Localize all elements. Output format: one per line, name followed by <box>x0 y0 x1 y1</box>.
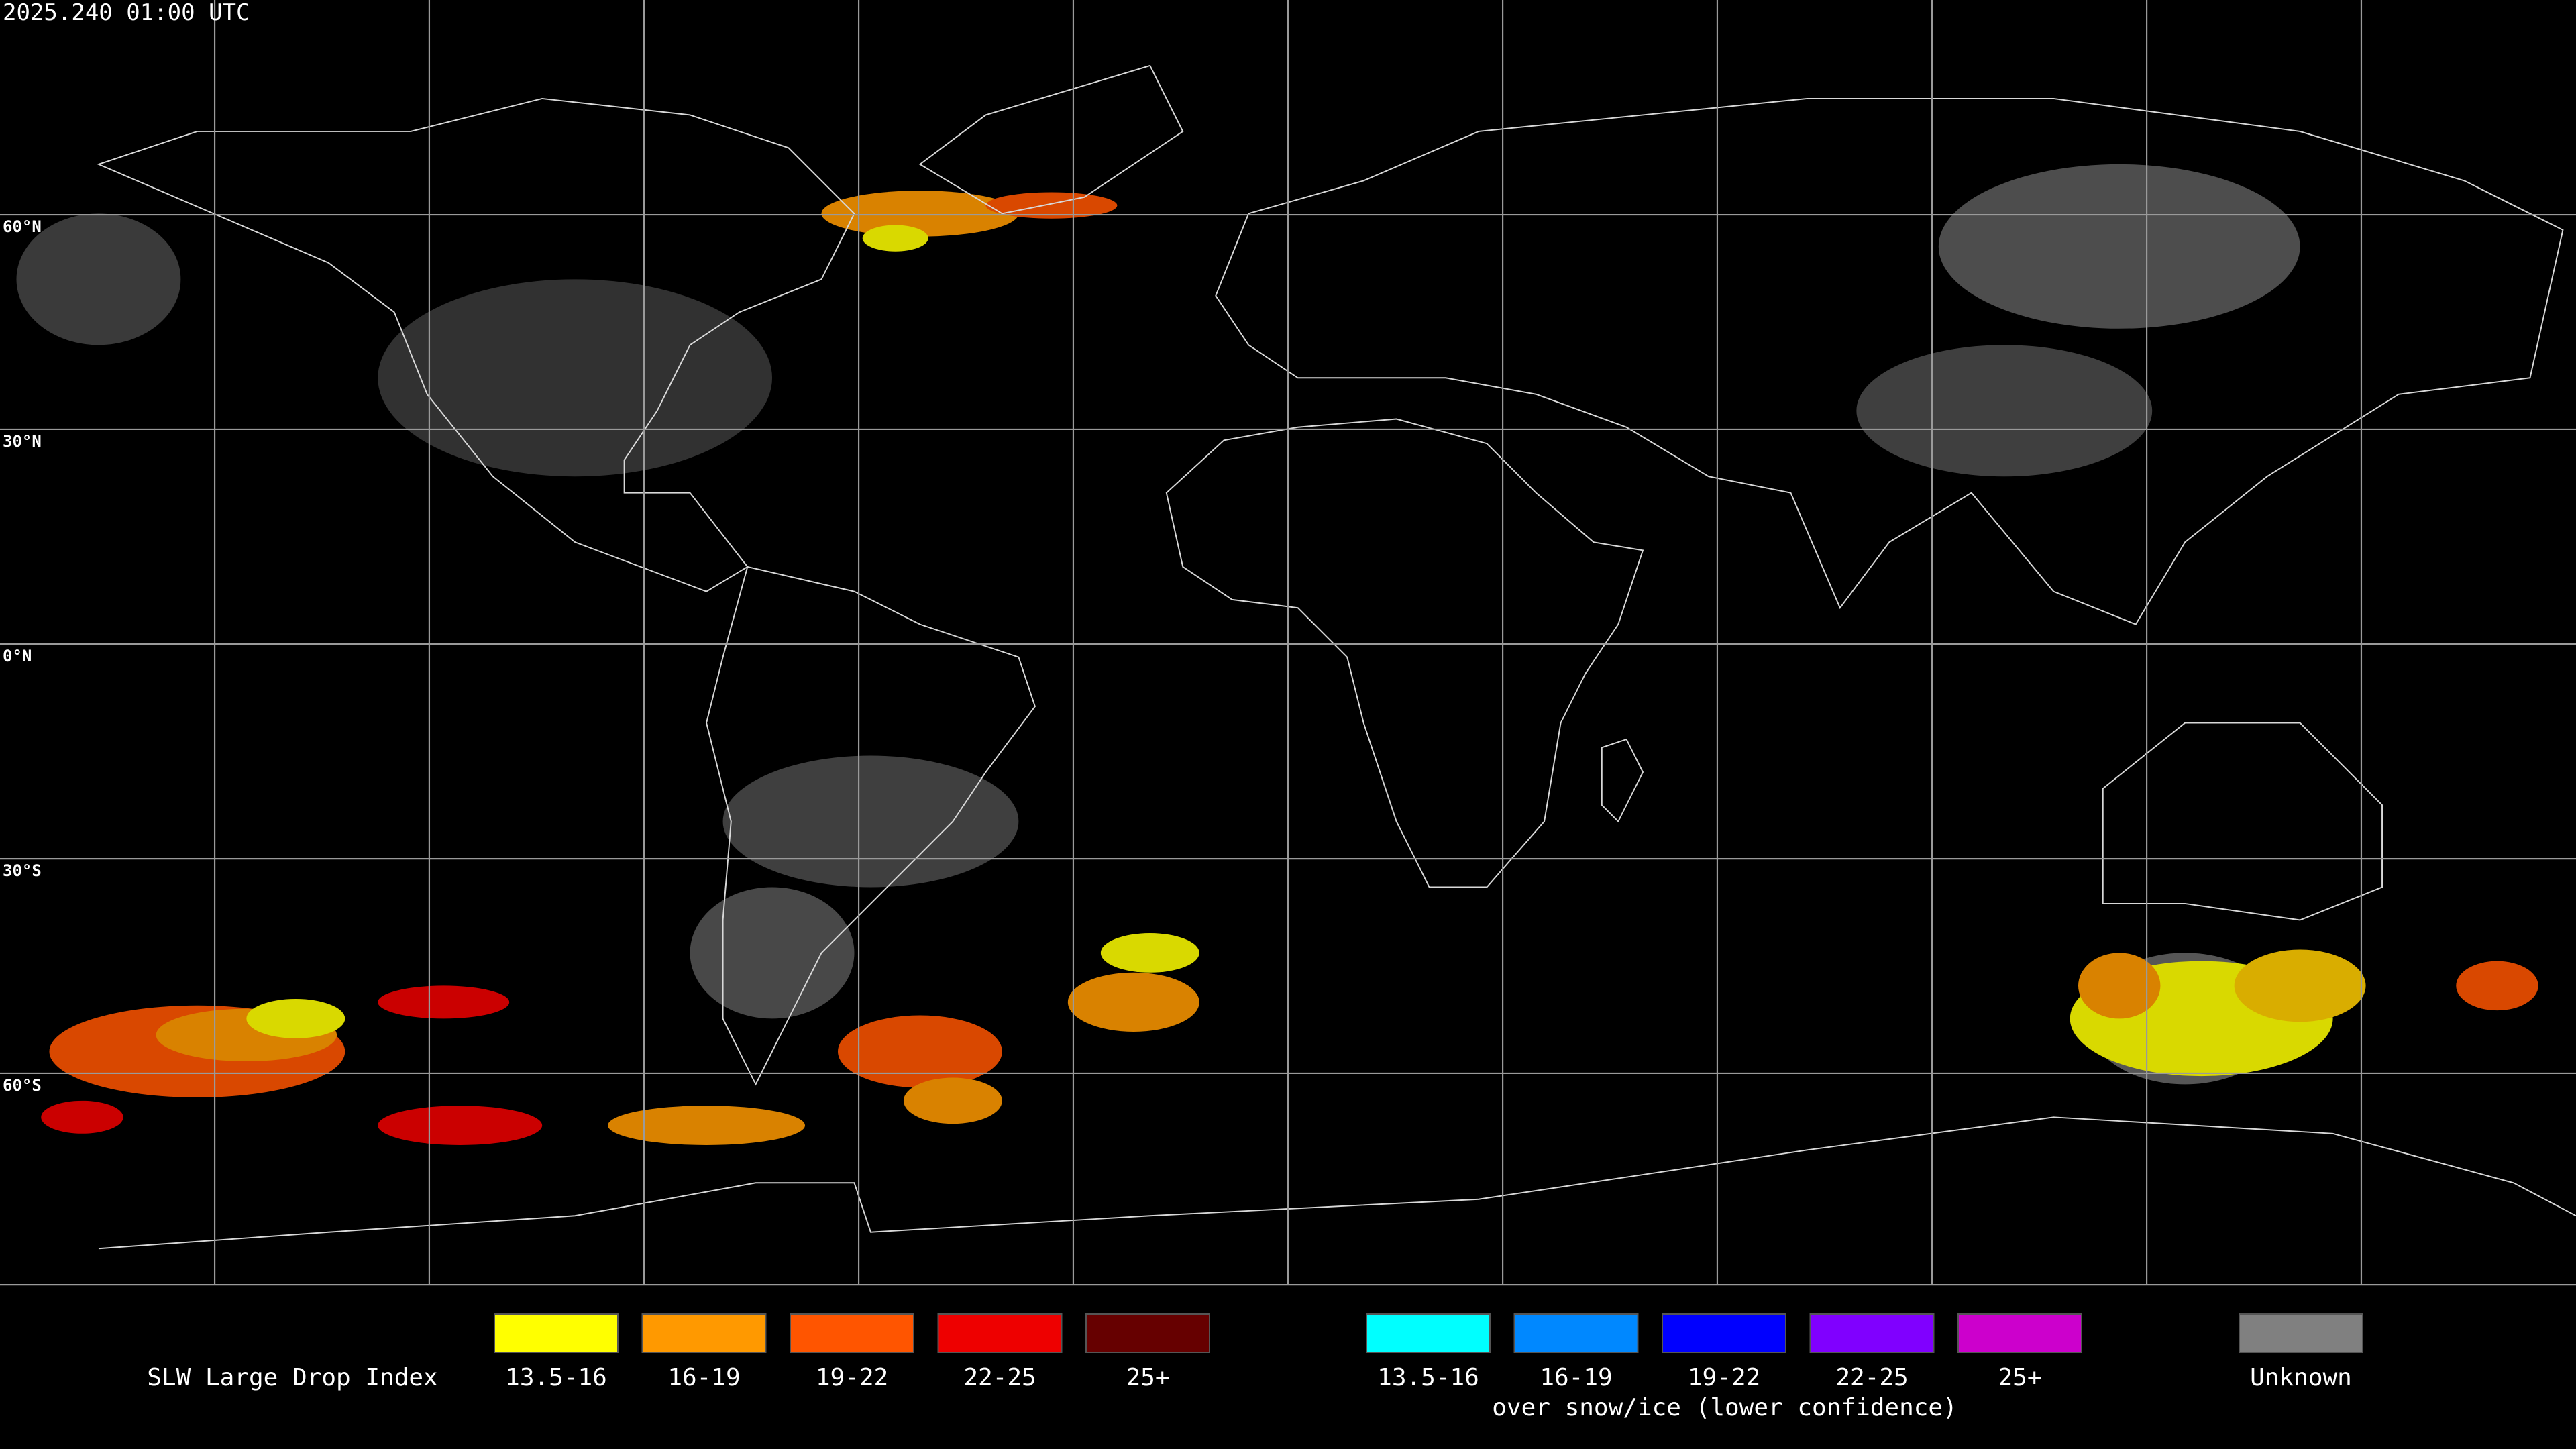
legend-swatch <box>2239 1313 2363 1353</box>
legend-label: 19-22 <box>1688 1364 1760 1391</box>
cloud-patches <box>16 164 2538 1145</box>
legend-label: 16-19 <box>667 1364 740 1391</box>
legend-swatch <box>641 1313 767 1353</box>
legend-swatch <box>1513 1313 1639 1353</box>
graticule <box>0 0 2576 1286</box>
legend-swatch <box>1366 1313 1491 1353</box>
legend-label: 25+ <box>1998 1364 2041 1391</box>
greenland-outline <box>918 64 1184 215</box>
snow-note: over snow/ice (lower confidence) <box>1492 1394 1957 1421</box>
latitude-labels: 60°N 30°N 0°N 30°S 60°S <box>3 217 42 1095</box>
legend: SLW Large Drop Index over snow/ice (lowe… <box>147 1313 2363 1421</box>
legend-label: 13.5-16 <box>1377 1364 1479 1391</box>
madagascar-outline <box>1601 738 1644 823</box>
legend-label: Unknown <box>2250 1364 2352 1391</box>
legend-label: 19-22 <box>816 1364 888 1391</box>
latitude-label: 60°S <box>3 1076 42 1095</box>
map <box>0 0 2576 1286</box>
legend-title: SLW Large Drop Index <box>147 1364 437 1391</box>
eurasia-outline <box>1215 97 2564 625</box>
timestamp: 2025.240 01:00 UTC <box>3 0 250 26</box>
north-america-outline <box>97 97 855 592</box>
antarctica-outline <box>98 1116 2576 1250</box>
legend-swatch <box>1809 1313 1935 1353</box>
legend-label: 25+ <box>1126 1364 1169 1391</box>
legend-label: 16-19 <box>1540 1364 1612 1391</box>
latitude-label: 30°S <box>3 861 42 880</box>
legend-swatch <box>1957 1313 2082 1353</box>
legend-swatch <box>1085 1313 1210 1353</box>
latitude-label: 0°N <box>3 647 32 665</box>
legend-label: 13.5-16 <box>505 1364 607 1391</box>
legend-swatch <box>937 1313 1063 1353</box>
legend-swatch <box>1662 1313 1786 1353</box>
south-america-outline <box>706 566 1036 1086</box>
legend-swatch <box>494 1313 619 1353</box>
legend-label: 22-25 <box>963 1364 1036 1391</box>
latitude-label: 30°N <box>3 432 42 451</box>
legend-swatch <box>790 1313 914 1353</box>
latitude-label: 60°N <box>3 217 42 236</box>
legend-label: 22-25 <box>1835 1364 1908 1391</box>
australia-outline <box>2102 722 2383 921</box>
